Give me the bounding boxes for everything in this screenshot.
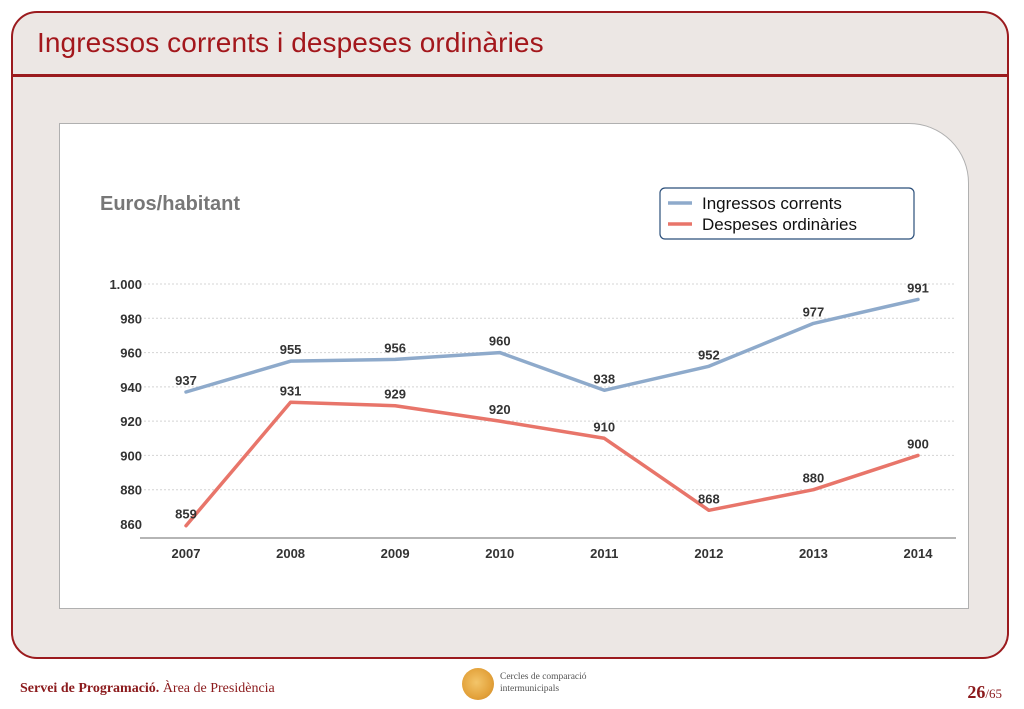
- data-label: 868: [698, 491, 720, 506]
- title-bar: Ingressos corrents i despeses ordinàries: [13, 13, 1007, 77]
- logo-emblem-icon: [462, 668, 494, 700]
- x-tick-label: 2012: [694, 546, 723, 561]
- x-tick-label: 2011: [590, 546, 618, 561]
- x-tick-label: 2010: [485, 546, 514, 561]
- footer-area-name: Àrea de Presidència: [162, 681, 275, 696]
- line-chart: Euros/habitant 860 880 900 920 940 960 980 1.000…: [100, 187, 956, 561]
- data-label: 955: [280, 342, 302, 357]
- footer-logo: Cercles de comparació intermunicipals: [458, 664, 598, 706]
- y-tick-label: 940: [120, 380, 142, 395]
- data-label: 859: [175, 507, 197, 522]
- series-line-2: [184, 400, 920, 528]
- page-total: /65: [985, 686, 1002, 701]
- legend-box: [659, 187, 915, 240]
- x-tick-label: 2007: [172, 546, 201, 561]
- data-label: 931: [280, 383, 302, 398]
- chart-unit-label: Euros/habitant: [100, 193, 240, 215]
- y-tick-label: 1.000: [109, 277, 142, 292]
- footer-department-name: Servei de Programació.: [20, 681, 160, 696]
- y-tick-label: 980: [120, 311, 142, 326]
- y-tick-label: 880: [120, 483, 142, 498]
- data-label: 952: [698, 347, 720, 362]
- data-label: 937: [175, 373, 197, 388]
- data-label: 929: [384, 387, 406, 402]
- data-label: 977: [803, 304, 825, 319]
- x-tick-label: 2013: [799, 546, 828, 561]
- data-label: 956: [384, 340, 406, 355]
- chart-panel: Euros/habitant 860 880 900 920 940 960 980 1.000…: [59, 123, 969, 609]
- data-label: 900: [907, 436, 929, 451]
- data-label: 991: [907, 280, 929, 295]
- legend-label-1: Ingressos corrents: [702, 194, 842, 213]
- x-tick-label: 2009: [381, 546, 410, 561]
- footer-department: Servei de Programació. Àrea de Presidènc…: [20, 681, 275, 697]
- y-tick-label: 900: [120, 448, 142, 463]
- x-tick-label: 2014: [904, 546, 934, 561]
- data-label: 960: [489, 334, 511, 349]
- page-current: 26: [967, 682, 986, 702]
- y-tick-label: 860: [120, 517, 142, 532]
- y-tick-label: 920: [120, 414, 142, 429]
- logo-text-line1: Cercles de comparació: [500, 672, 587, 682]
- data-label: 938: [593, 371, 615, 386]
- data-label: 880: [803, 471, 825, 486]
- logo-text: Cercles de comparació intermunicipals: [500, 671, 587, 695]
- page-number: 26/65: [967, 682, 1002, 703]
- slide-title: Ingressos corrents i despeses ordinàries: [37, 27, 544, 58]
- slide-frame: Ingressos corrents i despeses ordinàries…: [11, 11, 1009, 659]
- logo-text-line2: intermunicipals: [500, 684, 560, 694]
- data-label: 920: [489, 402, 511, 417]
- data-label: 910: [593, 419, 615, 434]
- y-tick-label: 960: [120, 346, 142, 361]
- series-line-1: [184, 297, 920, 394]
- x-tick-label: 2008: [276, 546, 305, 561]
- legend-label-2: Despeses ordinàries: [702, 215, 857, 234]
